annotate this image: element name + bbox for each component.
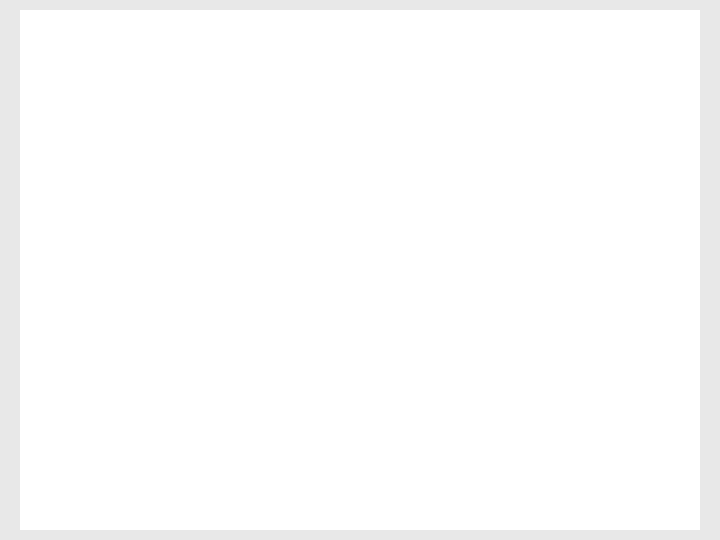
Bar	[66, 302, 78, 313]
Text: Look at after-tax, not pre-tax cash flows: Look at after-tax, not pre-tax cash flow…	[117, 298, 477, 316]
Bar	[66, 253, 78, 263]
Text: 2: 2	[680, 509, 690, 524]
Bar	[55, 132, 701, 160]
Text: Look at incremental cash flows, not total cash flows: Look at incremental cash flows, not tota…	[117, 248, 584, 267]
Text: Focus on cash flows and not earnings.: Focus on cash flows and not earnings.	[117, 199, 461, 217]
Text: Consider all side costs and benefits in measuring
    returns: Consider all side costs and benefits in …	[117, 387, 561, 427]
Text: Time weight the cash flows: Time weight the cash flows	[117, 348, 363, 366]
Bar	[66, 352, 78, 362]
Bar	[20, 132, 55, 160]
Text: The Foundations of Investment Return
Measurement: The Foundations of Investment Return Mea…	[40, 71, 468, 116]
Bar	[66, 203, 78, 213]
Bar	[66, 402, 78, 412]
